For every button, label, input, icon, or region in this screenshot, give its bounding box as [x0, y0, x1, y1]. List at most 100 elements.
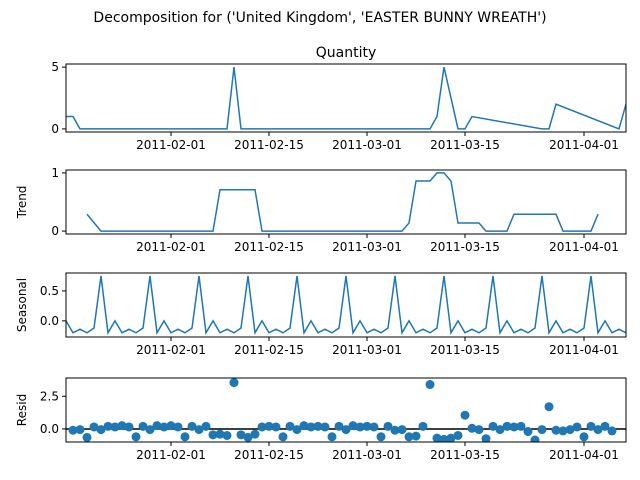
axes-frame	[65, 272, 627, 338]
resid-point	[432, 433, 442, 442]
resid-point	[600, 421, 610, 431]
resid-point	[404, 432, 414, 442]
resid-point	[376, 432, 386, 442]
y-tick-label: 0	[51, 224, 59, 238]
resid-point	[313, 421, 323, 431]
resid-point	[222, 430, 232, 440]
resid-point	[558, 426, 568, 436]
y-tick-label: 0.5	[40, 284, 59, 298]
resid-point	[131, 432, 141, 442]
resid-point	[89, 422, 99, 432]
resid-point	[285, 421, 295, 431]
resid-point	[348, 421, 358, 431]
x-tick-label: 2011-02-01	[136, 240, 206, 254]
resid-point	[257, 422, 267, 432]
resid-point	[418, 421, 428, 431]
resid-point	[495, 425, 505, 435]
resid-point	[250, 429, 260, 439]
x-tick-label: 2011-03-15	[430, 448, 500, 462]
resid-point	[327, 432, 337, 442]
resid-point	[306, 422, 316, 432]
x-tick-label: 2011-02-15	[234, 240, 304, 254]
x-tick-label: 2011-03-01	[332, 343, 402, 357]
resid-point	[320, 422, 330, 432]
resid-point	[180, 432, 190, 442]
resid-point	[369, 422, 379, 432]
resid-point	[355, 422, 365, 432]
resid-point	[159, 422, 169, 432]
resid-point	[607, 426, 617, 436]
resid-point	[201, 421, 211, 431]
y-axis-label: Trend	[15, 186, 29, 220]
resid-point	[264, 421, 274, 431]
resid-point	[397, 425, 407, 435]
series-line	[86, 172, 599, 232]
resid-point	[145, 425, 155, 435]
y-tick-label: 2.5	[40, 389, 59, 403]
x-tick-label: 2011-03-01	[332, 240, 402, 254]
resid-point	[173, 422, 183, 432]
resid-point	[586, 421, 596, 431]
x-tick-label: 2011-03-15	[430, 343, 500, 357]
resid-point	[509, 422, 519, 432]
resid-point	[82, 432, 92, 442]
figure-title: Decomposition for ('United Kingdom', 'EA…	[93, 10, 546, 26]
resid-point	[516, 421, 526, 431]
resid-point	[411, 431, 421, 441]
panel-2: Seasonal 2011-02-01 2011-02-15 2011-03-01 20…	[15, 272, 627, 357]
plot-area	[66, 275, 626, 336]
resid-point	[502, 421, 512, 431]
resid-point	[110, 422, 120, 432]
x-tick-label: 2011-04-01	[549, 138, 619, 152]
resid-point	[117, 421, 127, 431]
x-tick-label: 2011-02-01	[136, 343, 206, 357]
plot-area	[66, 378, 626, 442]
y-tick-label: 0.0	[40, 314, 59, 328]
resid-point	[488, 421, 498, 431]
resid-point	[474, 425, 484, 435]
resid-point	[208, 430, 218, 440]
resid-point	[544, 402, 554, 412]
y-axis-label: Seasonal	[15, 278, 29, 332]
resid-point	[138, 421, 148, 431]
x-tick-label: 2011-03-01	[332, 448, 402, 462]
x-tick-label: 2011-03-15	[430, 240, 500, 254]
resid-point	[425, 380, 435, 390]
seasonal-line	[66, 275, 626, 336]
resid-point	[467, 423, 477, 433]
y-axis-label: Resid	[15, 394, 29, 426]
resid-point	[453, 430, 463, 440]
axes-frame	[65, 377, 627, 443]
panel-1: Trend 2011-02-01 2011-02-15 2011-03-01 2011-…	[15, 166, 627, 254]
resid-point	[390, 425, 400, 435]
resid-point	[292, 425, 302, 435]
x-tick-label: 2011-02-15	[234, 138, 304, 152]
x-tick-label: 2011-03-15	[430, 138, 500, 152]
x-tick-label: 2011-02-01	[136, 138, 206, 152]
resid-point	[96, 425, 106, 435]
resid-point	[481, 434, 491, 442]
x-tick-label: 2011-04-01	[549, 448, 619, 462]
x-tick-label: 2011-02-15	[234, 343, 304, 357]
resid-point	[243, 432, 253, 442]
y-tick-label: 0.0	[40, 422, 59, 436]
resid-point	[187, 421, 197, 431]
resid-point	[124, 422, 134, 432]
x-tick-label: 2011-02-15	[234, 448, 304, 462]
resid-point	[593, 425, 603, 435]
panel-title: Quantity	[316, 45, 377, 61]
resid-point	[460, 410, 470, 420]
y-tick-label: 1	[51, 166, 59, 180]
resid-point	[166, 421, 176, 431]
resid-point	[103, 421, 113, 431]
series-line	[66, 66, 626, 130]
resid-point	[341, 425, 351, 435]
x-tick-label: 2011-04-01	[549, 240, 619, 254]
plot-area	[86, 172, 599, 232]
resid-point	[236, 430, 246, 440]
resid-point	[68, 425, 78, 435]
panel-3: Resid 2011-02-01 2011-02-15 2011-03-01 2011-…	[15, 377, 627, 462]
resid-point	[446, 433, 456, 442]
axes-frame	[65, 169, 627, 235]
